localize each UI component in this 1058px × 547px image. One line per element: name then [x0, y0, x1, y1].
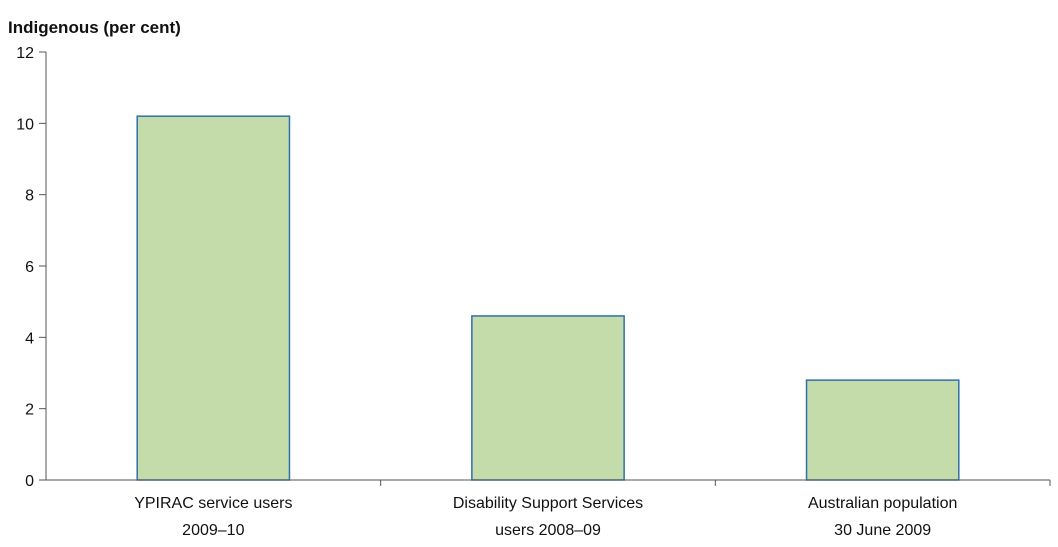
x-category-label: YPIRAC service users [134, 495, 292, 512]
x-axis: YPIRAC service users 2009–10 Disability Su… [46, 479, 1051, 539]
y-tick-label: 10 [16, 116, 34, 133]
y-tick-label: 2 [25, 402, 34, 419]
x-category-label: Australian population [808, 495, 957, 512]
x-category-label: 30 June 2009 [834, 522, 931, 539]
y-axis-label: Indigenous (per cent) [8, 18, 181, 37]
bar [471, 315, 625, 481]
x-category-label: Disability Support Services [453, 495, 643, 512]
y-axis: 0 2 4 6 8 10 12 [16, 45, 47, 490]
y-tick-label: 12 [16, 45, 34, 62]
bar [136, 115, 291, 481]
y-tick-label: 4 [25, 330, 34, 347]
y-tick-label: 6 [25, 259, 34, 276]
y-tick-label: 8 [25, 188, 34, 205]
bar [805, 379, 960, 481]
x-category-label: 2009–10 [182, 522, 244, 539]
x-category-label: users 2008–09 [495, 522, 601, 539]
y-tick-label: 0 [25, 473, 34, 490]
bars [136, 115, 960, 481]
